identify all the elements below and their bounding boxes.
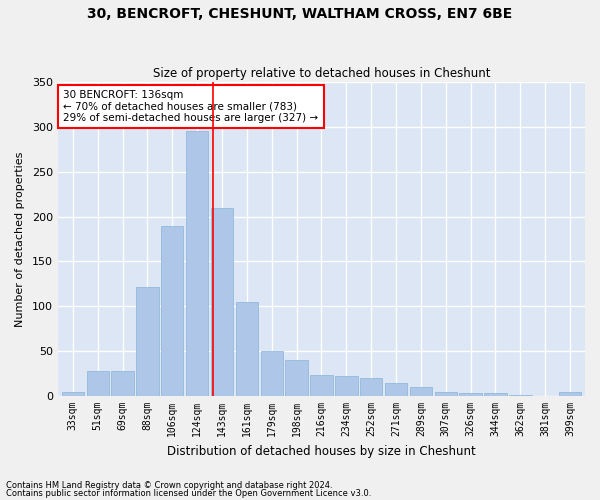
Bar <box>484 394 506 396</box>
Bar <box>211 208 233 396</box>
Bar <box>186 132 208 396</box>
Bar <box>509 395 532 396</box>
Text: 30, BENCROFT, CHESHUNT, WALTHAM CROSS, EN7 6BE: 30, BENCROFT, CHESHUNT, WALTHAM CROSS, E… <box>88 8 512 22</box>
Bar <box>310 376 332 396</box>
Text: Contains public sector information licensed under the Open Government Licence v3: Contains public sector information licen… <box>6 488 371 498</box>
Bar <box>559 392 581 396</box>
Bar <box>360 378 382 396</box>
Bar <box>286 360 308 396</box>
Bar <box>136 286 158 396</box>
Text: 30 BENCROFT: 136sqm
← 70% of detached houses are smaller (783)
29% of semi-detac: 30 BENCROFT: 136sqm ← 70% of detached ho… <box>63 90 319 123</box>
Bar <box>161 226 184 396</box>
Bar <box>62 392 84 396</box>
Bar <box>86 371 109 396</box>
Title: Size of property relative to detached houses in Cheshunt: Size of property relative to detached ho… <box>153 66 490 80</box>
Bar <box>385 382 407 396</box>
Bar <box>460 394 482 396</box>
Bar <box>112 371 134 396</box>
Bar <box>335 376 358 396</box>
Bar <box>260 351 283 396</box>
Text: Contains HM Land Registry data © Crown copyright and database right 2024.: Contains HM Land Registry data © Crown c… <box>6 481 332 490</box>
X-axis label: Distribution of detached houses by size in Cheshunt: Distribution of detached houses by size … <box>167 444 476 458</box>
Y-axis label: Number of detached properties: Number of detached properties <box>15 152 25 326</box>
Bar <box>434 392 457 396</box>
Bar <box>410 387 432 396</box>
Bar <box>236 302 258 396</box>
